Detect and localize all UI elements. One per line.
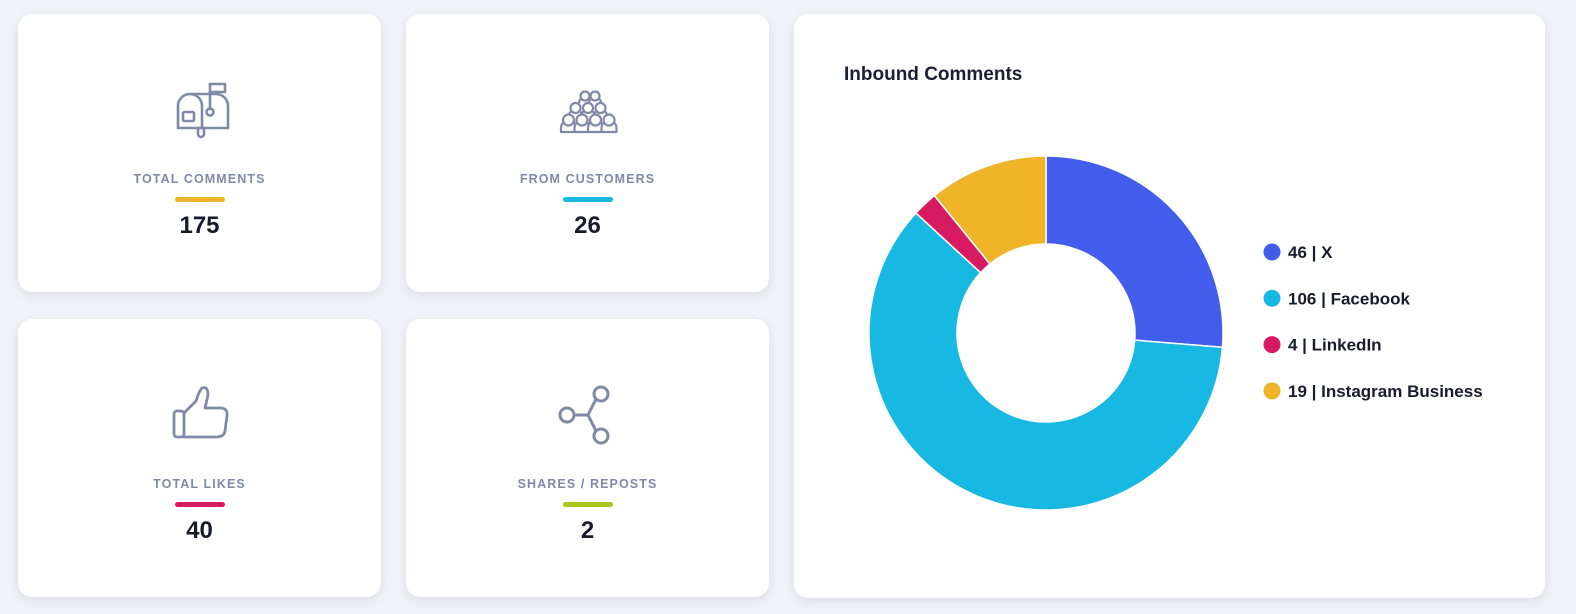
share-icon — [556, 383, 620, 447]
stat-card-total-comments: TOTAL COMMENTS 175 — [18, 14, 381, 292]
stat-value: 175 — [179, 212, 220, 239]
stat-accent-bar — [174, 502, 225, 507]
legend-label: 4 | LinkedIn — [1288, 336, 1382, 355]
stat-value: 26 — [574, 212, 601, 239]
stat-accent-bar — [562, 197, 613, 202]
stat-value: 2 — [580, 517, 595, 544]
stat-label: TOTAL COMMENTS — [133, 172, 266, 186]
crowd-icon — [556, 78, 620, 142]
legend-item[interactable]: 106 | Facebook — [1263, 289, 1411, 308]
donut-slice[interactable] — [868, 211, 1224, 511]
inbound-comments-chart-card: 46 | X 106 | Facebook 4 | LinkedIn 19 | Ins… — [794, 14, 1545, 598]
stat-card-total-likes: TOTAL LIKES 40 — [18, 319, 381, 597]
legend-label: 19 | Instagram Business — [1288, 382, 1483, 401]
legend-marker — [1263, 289, 1281, 307]
mailbox-icon — [168, 78, 232, 142]
legend-marker — [1263, 382, 1281, 400]
legend-label: 46 | X — [1288, 243, 1333, 262]
stat-label: FROM CUSTOMERS — [519, 172, 656, 186]
stat-card-from-customers: FROM CUSTOMERS 26 — [406, 14, 769, 292]
stat-card-shares-reposts: SHARES / REPOSTS 2 — [406, 319, 769, 597]
stat-value: 40 — [186, 517, 213, 544]
legend-item[interactable]: 19 | Instagram Business — [1263, 382, 1483, 401]
stat-label: SHARES / REPOSTS — [517, 477, 658, 491]
donut-chart: 46 | X 106 | Facebook 4 | LinkedIn 19 | Ins… — [868, 155, 1483, 511]
thumbs-up-icon — [168, 383, 232, 447]
legend-item[interactable]: 46 | X — [1263, 243, 1334, 262]
legend-marker — [1263, 243, 1281, 261]
chart-title: Inbound Comments — [844, 64, 1023, 85]
legend-marker — [1263, 336, 1281, 354]
donut-slice[interactable] — [933, 155, 1047, 265]
stat-accent-bar — [562, 502, 613, 507]
legend-item[interactable]: 4 | LinkedIn — [1263, 336, 1382, 355]
stat-accent-bar — [174, 197, 225, 202]
legend-label: 106 | Facebook — [1288, 289, 1410, 308]
donut-slice[interactable] — [1045, 155, 1224, 349]
stat-label: TOTAL LIKES — [153, 477, 246, 491]
